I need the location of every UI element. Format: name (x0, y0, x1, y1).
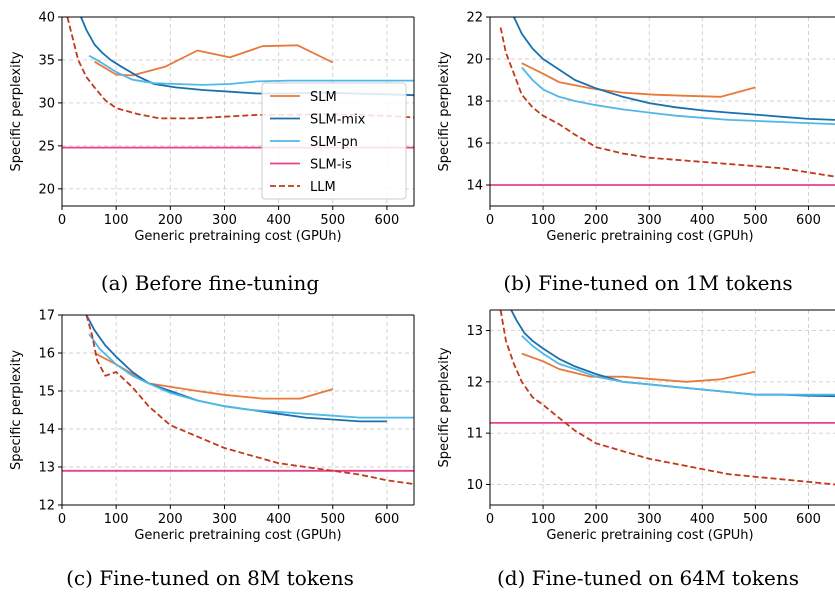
subplot-3: 0 100 200 300 400 500 600 10 11 12 13 Generic pretr… (437, 309, 835, 590)
x-tick-label: 400 (266, 512, 291, 527)
y-tick-label: 18 (466, 95, 483, 110)
series-group (490, 310, 835, 486)
x-tick-label: 500 (743, 512, 768, 527)
x-tick-label: 300 (212, 213, 237, 228)
x-tick-label: 500 (743, 213, 768, 228)
y-axis-label: Specific perplexity (9, 51, 24, 171)
x-tick-label: 200 (584, 213, 609, 228)
series-group (490, 17, 835, 186)
series-line-llm (499, 310, 835, 486)
subplot-1: 0 100 200 300 400 500 600 14 16 18 20 22 Generic pre… (437, 11, 835, 295)
x-tick-label: 100 (104, 213, 129, 228)
series-line-slm (521, 352, 756, 383)
y-tick-label: 20 (466, 53, 483, 68)
series-line-slm (94, 352, 334, 400)
x-tick-label: 0 (58, 512, 66, 527)
series-line-slm-mix (513, 17, 835, 121)
legend-label: LLM (310, 180, 336, 195)
y-tick-label: 35 (38, 53, 55, 68)
y-tick-label: 12 (38, 499, 55, 514)
x-tick-label: 200 (158, 512, 183, 527)
y-tick-label: 13 (466, 324, 483, 339)
x-tick-label: 200 (584, 512, 609, 527)
y-tick-label: 25 (38, 139, 55, 154)
x-axis-label: Generic pretraining cost (GPUh) (134, 528, 341, 543)
series-line-slm-mix (85, 315, 387, 423)
subplot-caption: (a) Before fine-tuning (101, 271, 320, 295)
series-line-slm-pn (521, 66, 835, 125)
x-tick-label: 400 (266, 213, 291, 228)
series-line-llm (85, 315, 414, 485)
x-tick-label: 400 (690, 512, 715, 527)
subplot-2: 0 100 200 300 400 500 600 12 13 14 15 16 17 Generic p… (9, 309, 415, 590)
subplot-caption: (d) Fine-tuned on 64M tokens (497, 566, 799, 590)
x-tick-label: 500 (320, 213, 345, 228)
x-tick-label: 400 (690, 213, 715, 228)
x-tick-label: 300 (212, 512, 237, 527)
y-tick-label: 11 (466, 427, 483, 442)
y-tick-label: 20 (38, 182, 55, 197)
subplot-caption: (b) Fine-tuned on 1M tokens (503, 271, 792, 295)
y-tick-label: 14 (466, 179, 483, 194)
x-tick-label: 300 (637, 512, 662, 527)
y-tick-label: 40 (38, 11, 55, 26)
y-tick-label: 16 (38, 347, 55, 362)
x-tick-label: 300 (637, 213, 662, 228)
x-axis-label: Generic pretraining cost (GPUh) (546, 528, 753, 543)
y-tick-label: 30 (38, 96, 55, 111)
y-tick-label: 15 (38, 385, 55, 400)
x-tick-label: 100 (531, 213, 556, 228)
y-tick-label: 13 (38, 461, 55, 476)
series-line-slm-pn (88, 333, 414, 419)
x-tick-label: 100 (531, 512, 556, 527)
subplot-0: 0 100 200 300 400 500 600 20 25 30 35 40 Generic pre… (9, 11, 415, 295)
x-tick-label: 600 (375, 213, 400, 228)
x-axis-label: Generic pretraining cost (GPUh) (546, 229, 753, 244)
legend-label: SLM-mix (310, 113, 366, 128)
legend-label: SLM-pn (310, 135, 358, 150)
y-axis-label: Specific perplexity (9, 350, 24, 470)
series-line-slm-mix (510, 310, 835, 398)
x-tick-label: 500 (320, 512, 345, 527)
legend-label: SLM (310, 90, 337, 105)
series-line-slm-pn (521, 335, 835, 396)
x-tick-label: 0 (486, 512, 494, 527)
series-line-llm (499, 27, 835, 178)
x-tick-label: 0 (486, 213, 494, 228)
x-tick-label: 200 (158, 213, 183, 228)
x-tick-label: 600 (796, 512, 821, 527)
legend-label: SLM-is (310, 158, 352, 173)
y-tick-label: 17 (38, 309, 55, 324)
series-line-slm-pn (88, 54, 414, 86)
y-tick-label: 10 (466, 478, 483, 493)
y-axis-label: Specific perplexity (437, 347, 452, 467)
x-tick-label: 100 (104, 512, 129, 527)
x-axis-label: Generic pretraining cost (GPUh) (134, 229, 341, 244)
y-tick-label: 14 (38, 423, 55, 438)
x-tick-label: 600 (796, 213, 821, 228)
y-tick-label: 12 (466, 375, 483, 390)
y-axis-label: Specific perplexity (437, 51, 452, 171)
x-tick-label: 0 (58, 213, 66, 228)
legend-box (261, 82, 407, 200)
series-line-slm (521, 62, 756, 98)
series-group (62, 315, 414, 485)
y-tick-label: 16 (466, 137, 483, 152)
x-tick-label: 600 (375, 512, 400, 527)
subplot-caption: (c) Fine-tuned on 8M tokens (66, 566, 354, 590)
y-tick-label: 22 (466, 11, 483, 26)
